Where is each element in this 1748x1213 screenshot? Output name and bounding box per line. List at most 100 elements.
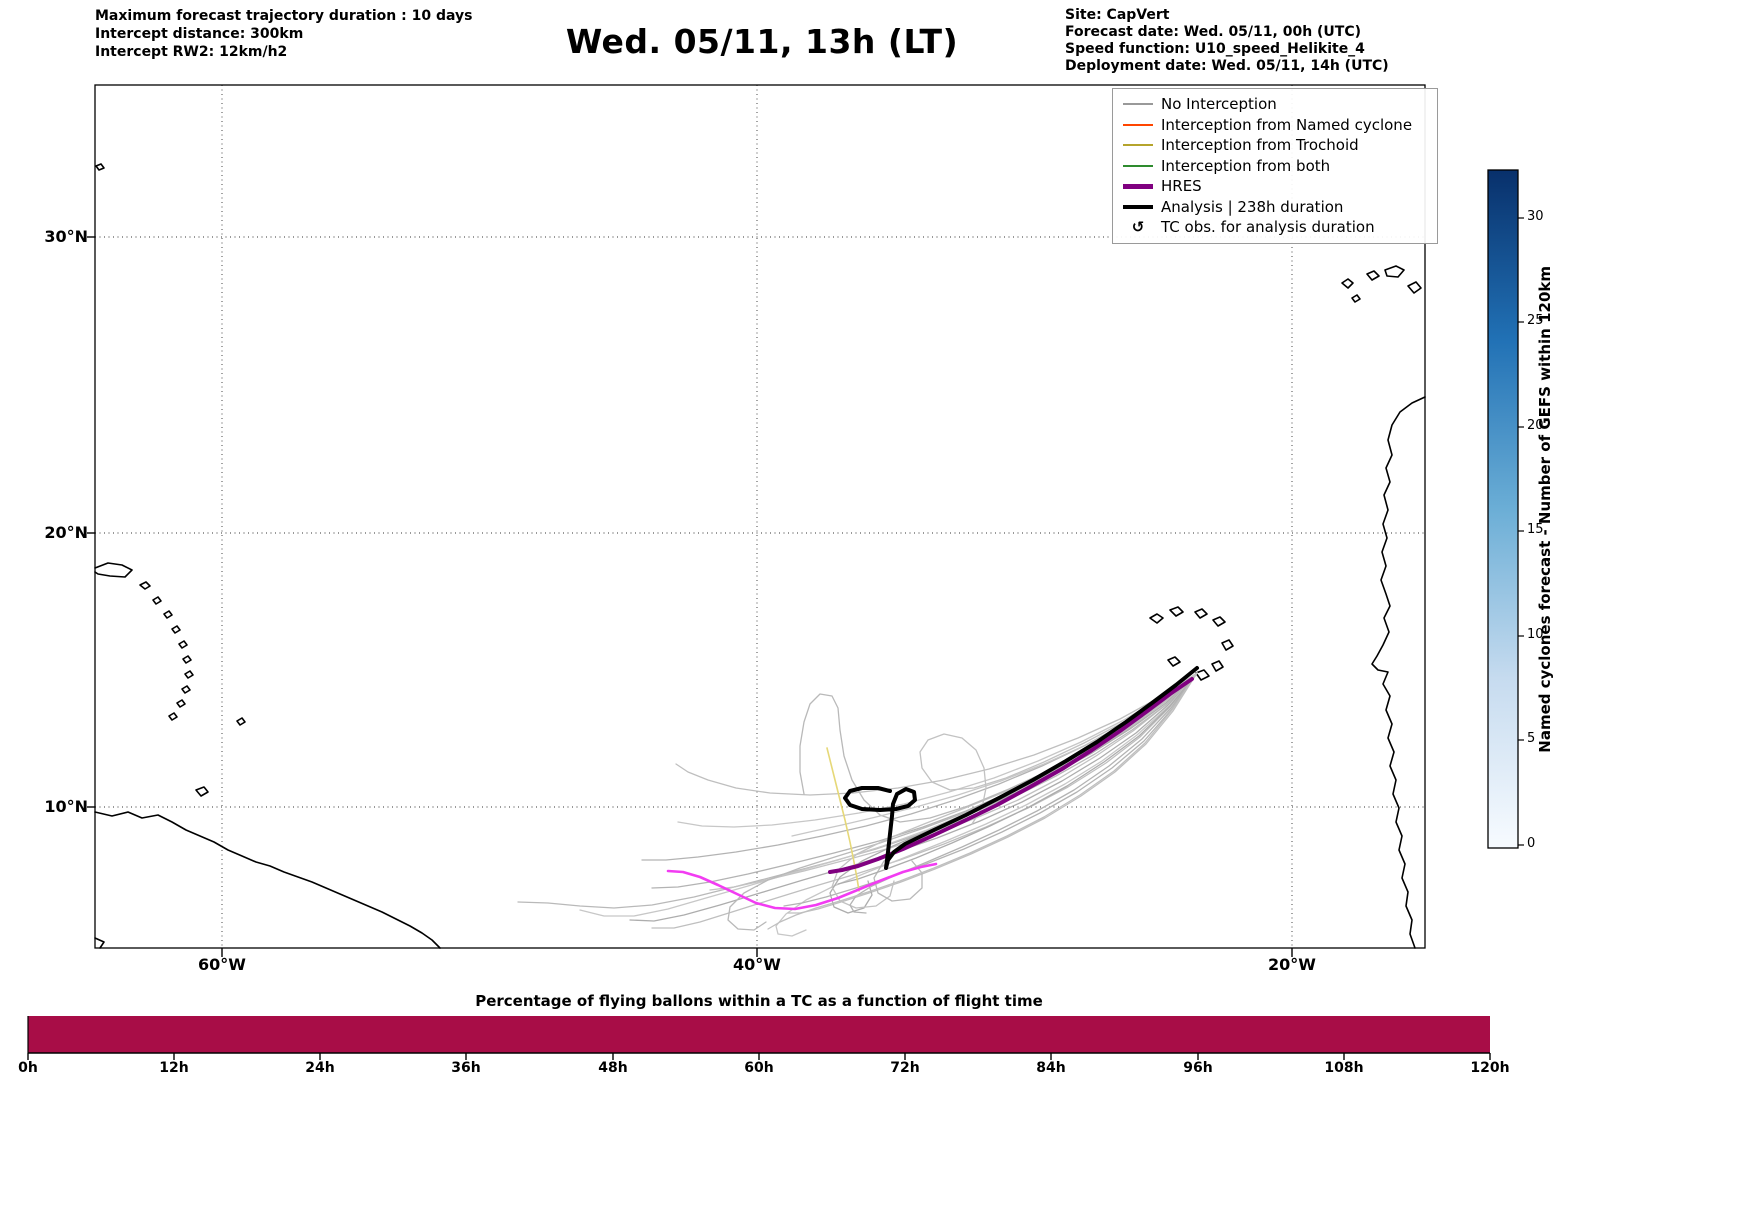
coastline [182,655,192,664]
bottom-x-tick-label: 108h [1324,1060,1364,1076]
x-tick-label-20w: 20°W [1268,955,1316,974]
coastline [1366,270,1380,281]
x-tick-label-60w: 60°W [198,955,246,974]
colorbar-tick-label: 10 [1527,627,1544,642]
coastline [163,610,173,619]
map-legend: No Interception Interception from Named … [1112,88,1438,244]
analysis [843,666,1199,870]
y-tick-label-30n: 30°N [44,227,88,246]
no-interception-line-swatch [1123,103,1153,106]
legend-entry: Analysis | 238h duration [1121,197,1429,218]
colorbar-tick-label: 20 [1527,418,1544,433]
gefs-no-interception [677,672,1198,828]
gefs-no-interception [767,672,1198,930]
coastline [176,699,186,708]
intercept-distance-text: Intercept distance: 300km [95,26,304,42]
deployment-date-text: Deployment date: Wed. 05/11, 14h (UTC) [1065,58,1389,74]
trochoid-interception [826,747,860,892]
hres [828,677,1194,874]
y-tick-label-20n: 20°N [44,523,88,542]
coastline [94,562,133,578]
coastline [168,712,178,721]
legend-label: No Interception [1161,95,1277,114]
gefs-no-interception [783,672,1198,907]
colorbar-title: Named cyclones forecast - Number of GEFS… [1536,265,1554,753]
colorbar-tick-label: 0 [1527,836,1536,851]
max-duration-text: Maximum forecast trajectory duration : 1… [95,8,473,24]
legend-entry: Interception from Named cyclone [1121,115,1429,136]
intercept-rw2-text: Intercept RW2: 12km/h2 [95,44,288,60]
coastline [1194,608,1208,619]
colorbar-gradient [1488,170,1518,848]
flight-time-bar [28,1016,1490,1053]
legend-entry: Interception from both [1121,156,1429,177]
coastline [178,640,188,649]
colorbar-tick-label: 5 [1527,731,1536,746]
tc-obs-icon: ↺ [1131,218,1145,237]
coastline [1169,606,1184,617]
coastline [1384,265,1405,278]
speed-function-text: Speed function: U10_speed_Helikite_4 [1065,41,1365,57]
gefs-no-interception [727,672,1198,931]
gefs-no-interception [791,672,1198,837]
x-tick-label-40w: 40°W [733,955,781,974]
gefs-no-interception [709,672,1198,891]
legend-label: TC obs. for analysis duration [1161,218,1375,237]
gefs-no-interception [787,672,1198,914]
coastline [1167,656,1181,667]
coastline [1195,669,1210,681]
coastline [1341,278,1354,289]
figure-title: Wed. 05/11, 13h (LT) [565,22,959,61]
trochoid-line-swatch [1123,144,1153,147]
colorbar-tick-label: 25 [1527,313,1544,328]
gefs-no-interception [641,672,1198,861]
coastline [94,811,441,949]
coastline [181,685,191,694]
bottom-x-tick-label: 48h [598,1060,628,1076]
gefs-no-interception [831,672,1198,909]
coastline [184,670,194,679]
gefs-no-interception [517,672,1198,909]
legend-entry: No Interception [1121,94,1429,115]
gefs-no-interception [651,672,1198,889]
bottom-x-tick-label: 72h [890,1060,920,1076]
legend-entry: ↺ TC obs. for analysis duration [1121,217,1429,238]
flight-time-chart-title: Percentage of flying ballons within a TC… [475,992,1043,1010]
bottom-x-tick-label: 12h [159,1060,189,1076]
coastline [1221,639,1234,651]
legend-label: Interception from Named cyclone [1161,115,1413,134]
gefs-no-interception [579,672,1198,917]
gefs-no-interception [919,672,1198,825]
legend-label: Analysis | 238h duration [1161,197,1344,216]
bottom-x-tick-label: 120h [1470,1060,1510,1076]
hres-line-swatch [1123,184,1153,189]
bottom-x-tick-label: 0h [18,1060,38,1076]
coastline [171,625,181,634]
gefs-no-interception [873,672,1198,902]
coastline [95,163,105,171]
gefs-no-interception [651,672,1198,929]
gefs-no-interception [629,672,1198,922]
coastline [1351,294,1361,303]
gefs-no-interception [775,672,1198,937]
analysis-line-swatch [1123,204,1153,209]
gefs-no-interception [675,672,1198,796]
coastline [94,937,105,949]
forecast-date-text: Forecast date: Wed. 05/11, 00h (UTC) [1065,24,1362,40]
coastline [1371,396,1426,949]
y-tick-label-10n: 10°N [44,797,88,816]
bottom-x-tick-label: 84h [1036,1060,1066,1076]
coastline [152,596,162,605]
gefs-no-interception [837,672,1198,885]
bottom-x-tick-label: 36h [451,1060,481,1076]
colorbar-tick-label: 30 [1527,209,1544,224]
colorbar-tick-label: 15 [1527,522,1544,537]
legend-label: Interception from Trochoid [1161,136,1359,155]
named-cyclone-line-swatch [1123,123,1153,126]
legend-label: HRES [1161,177,1202,196]
coastline [1407,281,1422,294]
site-text: Site: CapVert [1065,7,1170,23]
bottom-x-tick-label: 96h [1183,1060,1213,1076]
bottom-x-tick-label: 60h [744,1060,774,1076]
